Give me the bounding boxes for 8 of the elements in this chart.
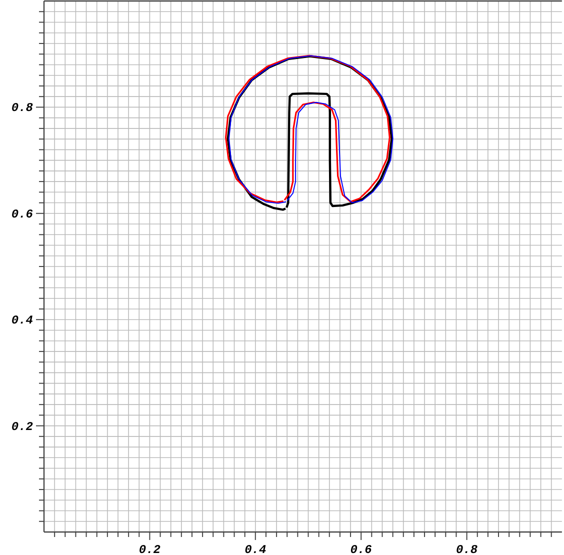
y-tick-label: 0.8 (11, 101, 33, 116)
x-tick-label: 0.2 (138, 543, 161, 555)
y-tick-label: 0.6 (11, 207, 33, 222)
y-tick-label: 0.4 (11, 314, 33, 328)
x-tick-label: 0.6 (350, 543, 372, 555)
x-tick-label: 0.8 (456, 543, 478, 555)
y-tick-label: 0.2 (11, 420, 33, 434)
x-tick-label: 0.4 (244, 543, 266, 555)
